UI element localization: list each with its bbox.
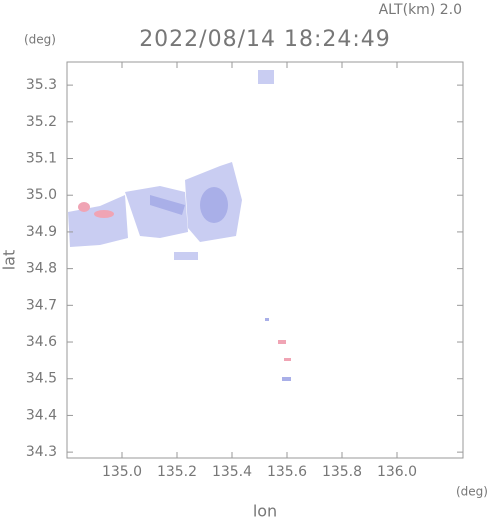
echo [174,252,198,260]
y-tick-label: 34.3 [26,444,57,460]
y-tick-label: 34.9 [26,224,57,240]
y-tick-label: 34.4 [26,407,57,423]
x-axis-label: lon [253,502,277,521]
y-unit: (deg) [24,33,56,47]
echo [200,187,228,223]
x-tick-label: 135.0 [102,464,142,480]
chart-title: 2022/08/14 18:24:49 [139,27,391,52]
y-tick-label: 34.5 [26,371,57,387]
y-tick-label: 34.6 [26,334,57,350]
x-unit: (deg) [456,485,488,499]
x-tick-label: 135.2 [157,464,197,480]
x-tick-label: 135.6 [267,464,307,480]
echo [68,195,128,247]
x-tick-label: 136.0 [377,464,417,480]
echo [284,358,291,361]
echo [78,202,90,212]
plot-frame [66,61,464,459]
x-tick-label: 135.4 [212,464,252,480]
radar-echoes [68,70,291,381]
altitude-label: ALT(km) 2.0 [379,2,462,18]
y-tick-label: 35.0 [26,187,57,203]
y-tick-label: 34.8 [26,261,57,277]
echo [282,377,291,381]
echo [150,195,185,215]
x-tick-label: 135.8 [322,464,362,480]
echo [258,70,274,84]
y-tick-label: 35.3 [26,77,57,93]
y-axis-label: lat [0,250,19,271]
echo [125,186,188,238]
echo [265,318,269,321]
echo [278,340,286,344]
y-tick-label: 35.2 [26,114,57,130]
y-tick-label: 34.7 [26,297,57,313]
echo [94,210,114,218]
y-tick-label: 35.1 [26,151,57,167]
